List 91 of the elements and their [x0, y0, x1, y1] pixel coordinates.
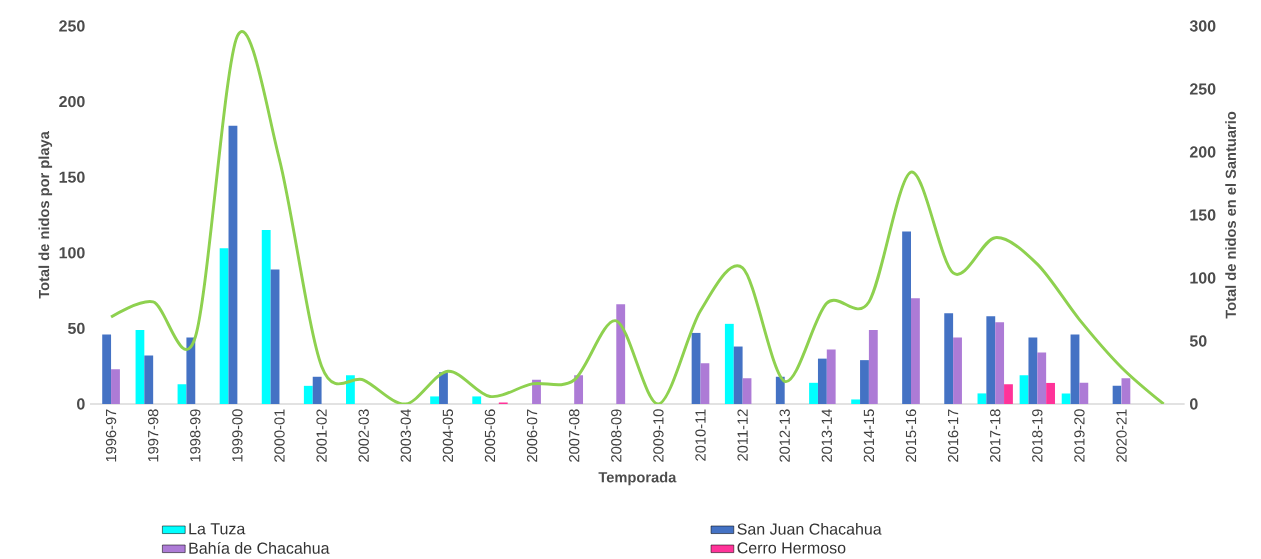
- y-tick-label: 150: [59, 171, 85, 183]
- x-tick-label: 2006-07: [526, 409, 538, 462]
- x-tick-label: 2013-14: [821, 409, 832, 462]
- x-tick-label: 2017-18: [990, 409, 1001, 462]
- bar: [312, 376, 322, 404]
- y-tick-label: 50: [68, 322, 85, 335]
- x-tick-label: 1997-98: [147, 409, 159, 462]
- bar: [995, 322, 1005, 404]
- y-tick-label: 100: [59, 247, 85, 259]
- x-tick-label: 2008-09: [611, 409, 622, 462]
- bar: [809, 382, 818, 404]
- y2-tick-label: 150: [1190, 209, 1216, 221]
- bar: [186, 337, 196, 404]
- bar: [1028, 337, 1038, 404]
- y2-tick-label: 250: [1189, 83, 1216, 95]
- bar: [860, 360, 869, 404]
- x-tick-label: 2011-12: [737, 409, 748, 461]
- bar: [111, 369, 120, 404]
- legend-label: Bahía de Chacahua: [189, 541, 330, 554]
- y-axis-title: Total de nidos por playa: [38, 131, 53, 299]
- bar: [472, 396, 482, 404]
- bar: [430, 396, 440, 404]
- legend-label: Cerro Hermoso: [737, 542, 846, 554]
- x-tick-label: 2004-05: [442, 409, 454, 462]
- y2-tick-label: 200: [1189, 146, 1216, 158]
- x-tick-label: 2005-06: [484, 409, 496, 462]
- x-tick-label: 2007-08: [569, 409, 580, 462]
- bar: [1061, 393, 1071, 404]
- bar: [775, 376, 785, 404]
- x-tick-label: 1996-97: [105, 409, 117, 462]
- bar: [135, 329, 145, 404]
- bar: [724, 323, 734, 404]
- x-tick-label: 1999-00: [232, 409, 243, 462]
- bar: [1070, 334, 1080, 404]
- x-tick-label: 2020-21: [1116, 409, 1127, 462]
- bar: [977, 393, 987, 404]
- bar: [574, 375, 584, 404]
- bar: [144, 355, 154, 404]
- bar: [851, 399, 861, 404]
- x-tick-label: 2001-02: [316, 409, 327, 462]
- bar: [700, 363, 710, 404]
- bar: [1079, 382, 1089, 404]
- bar: [733, 346, 743, 404]
- x-tick-label: 2003-04: [400, 409, 411, 462]
- bar: [953, 337, 962, 404]
- legend-label: San Juan Chacahua: [737, 522, 882, 535]
- bar: [1121, 378, 1131, 404]
- x-tick-label: 2009-10: [653, 409, 664, 462]
- bar: [1004, 384, 1013, 404]
- y-tick-label: 0: [77, 398, 85, 410]
- bar: [911, 298, 920, 404]
- x-tick-label: 2014-15: [863, 409, 875, 462]
- x-tick-label: 1998-99: [190, 409, 201, 462]
- bar: [944, 313, 954, 404]
- legend-label: La Tuza: [189, 523, 246, 535]
- bar: [228, 125, 238, 404]
- bar: [1046, 382, 1055, 404]
- x-tick-label: 2015-16: [905, 409, 917, 462]
- x-tick-label: 2012-13: [779, 409, 790, 462]
- bar: [1112, 385, 1122, 404]
- x-tick-label: 2002-03: [358, 409, 369, 462]
- bar: [1037, 352, 1047, 404]
- bar: [439, 372, 448, 404]
- bar: [902, 231, 911, 404]
- x-tick-label: 2000-01: [274, 409, 285, 462]
- bar: [817, 358, 827, 404]
- bar: [261, 230, 271, 404]
- bar: [691, 332, 701, 404]
- bar: [986, 316, 996, 404]
- y-tick-label: 250: [59, 20, 85, 32]
- bar: [1019, 375, 1029, 404]
- bar: [868, 329, 878, 404]
- bar: [219, 248, 229, 404]
- bar: [742, 378, 752, 404]
- y2-tick-label: 0: [1190, 398, 1198, 410]
- bar: [102, 334, 112, 404]
- y2-tick-label: 300: [1189, 20, 1216, 32]
- bar: [826, 349, 836, 404]
- x-tick-label: 2018-19: [1032, 409, 1043, 462]
- x-tick-label: 2019-20: [1074, 409, 1085, 462]
- y2-tick-label: 50: [1189, 335, 1207, 347]
- y2-tick-label: 100: [1190, 272, 1216, 284]
- bar: [616, 304, 626, 404]
- bar: [270, 269, 280, 404]
- x-axis-title: Temporada: [598, 471, 677, 486]
- x-tick-label: 2016-17: [947, 409, 959, 462]
- bar: [177, 384, 187, 404]
- y-tick-label: 200: [59, 95, 85, 108]
- y2-axis-title: Total de nidos en el Santuario: [1225, 111, 1236, 319]
- bar: [303, 385, 313, 404]
- x-tick-label: 2010-11: [695, 409, 706, 461]
